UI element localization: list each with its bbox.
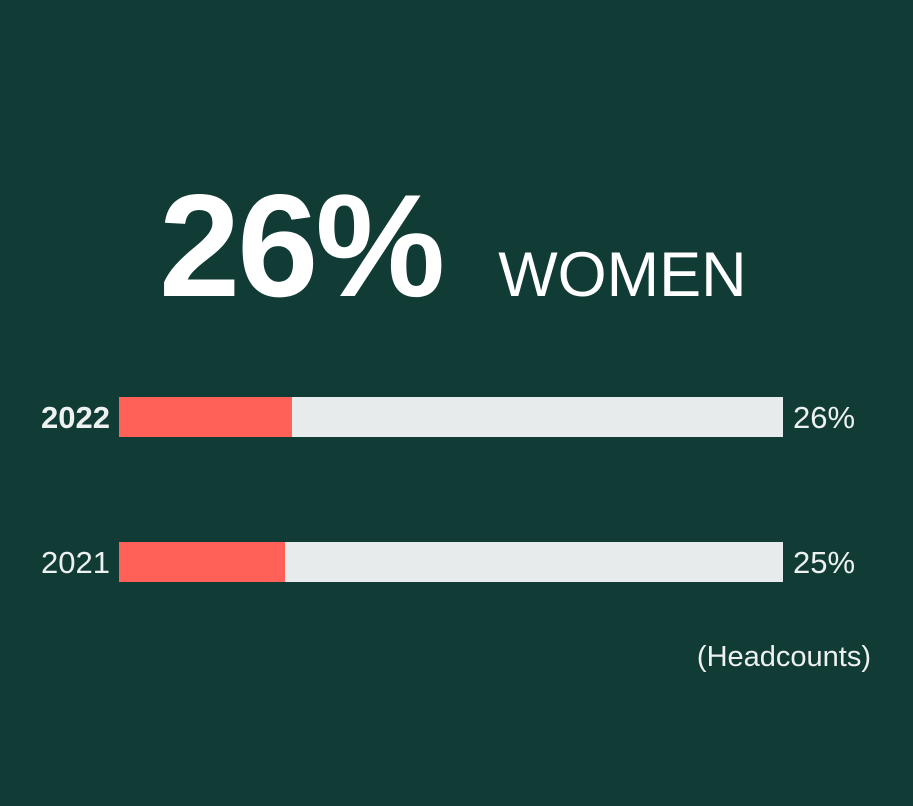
headline-label: WOMEN (498, 240, 747, 310)
year-label-2022: 2022 (41, 399, 110, 435)
value-label-2022: 26% (793, 399, 856, 435)
bar-track-2022 (119, 397, 783, 437)
headcounts-footnote: (Headcounts) (696, 641, 871, 673)
bar-row-2022: 2022 26% (0, 397, 913, 437)
bar-fill-2022 (119, 397, 292, 437)
year-label-2021: 2021 (41, 544, 110, 580)
value-label-2021: 25% (793, 544, 856, 580)
bar-track-2021 (119, 542, 783, 582)
headline-value: 26% (159, 164, 445, 327)
bar-fill-2021 (119, 542, 285, 582)
bar-row-2021: 2021 25% (0, 542, 913, 582)
headline: 26% WOMEN (159, 173, 747, 319)
